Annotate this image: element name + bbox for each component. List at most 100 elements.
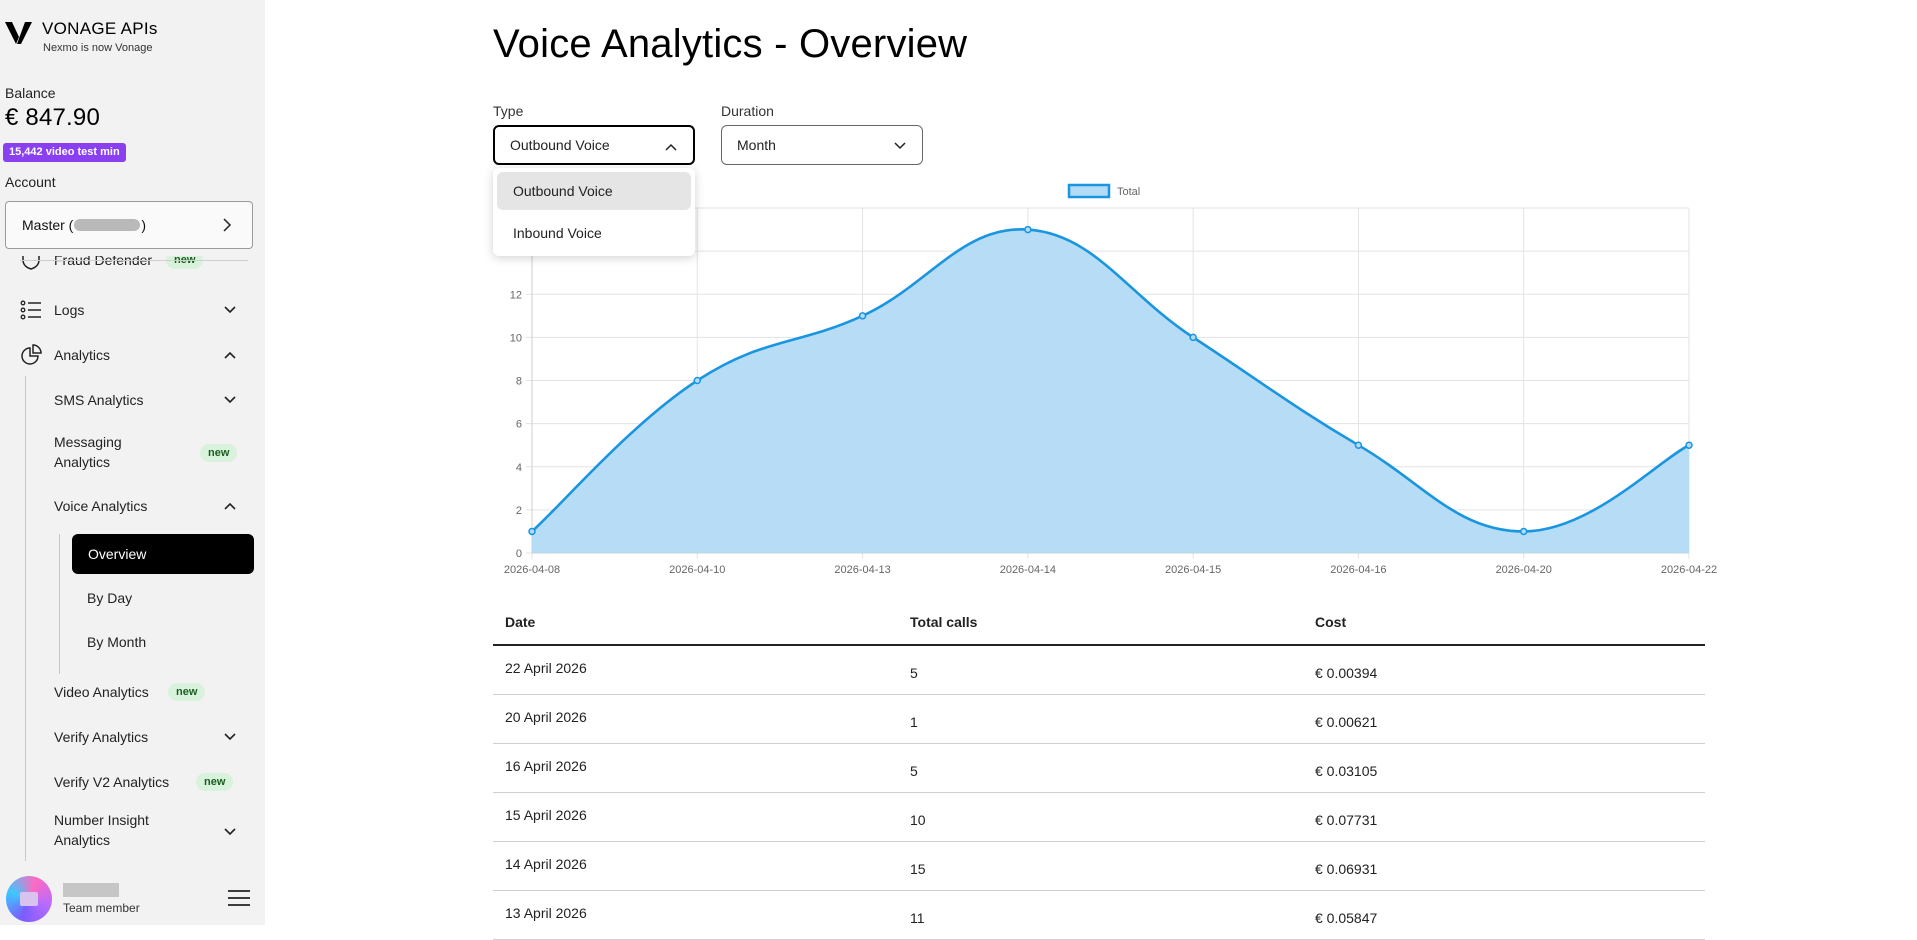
type-option-outbound-voice[interactable]: Outbound Voice	[497, 172, 691, 210]
sidebar-item-number-insight-analytics[interactable]: Number Insight Analytics	[0, 810, 250, 854]
sidebar-item-logs[interactable]: Logs	[0, 292, 250, 328]
sidebar-item-analytics[interactable]: Analytics	[0, 337, 250, 373]
cell-total-calls: 11	[910, 910, 925, 926]
chevron-down-icon	[224, 828, 236, 836]
type-dropdown-menu: Outbound Voice Inbound Voice	[493, 168, 695, 256]
data-point	[1354, 441, 1363, 449]
analytics-table: Date Total calls Cost 22 April 2026 5 € …	[493, 600, 1705, 940]
cell-cost: € 0.03105	[1315, 763, 1378, 779]
data-point	[1189, 333, 1197, 342]
sidebar-item-label: Verify V2 Analytics	[54, 774, 170, 790]
account-suffix: )	[141, 217, 147, 233]
sidebar-item-label: Messaging	[54, 434, 122, 450]
table-row: 15 April 2026 10 € 0.07731	[493, 793, 1705, 842]
sidebar-item-video-analytics[interactable]: Video Analytics new	[0, 674, 250, 710]
chevron-down-icon	[224, 306, 236, 314]
sidebar-item-overview[interactable]: Overview	[72, 534, 254, 574]
sidebar-nav[interactable]: Fraud Defender new Logs Analytics	[0, 256, 265, 861]
table-row: 22 April 2026 5 € 0.00394	[493, 646, 1705, 695]
brand[interactable]: VONAGE APIs Nexmo is now Vonage	[4, 20, 158, 54]
table-row: 13 April 2026 11 € 0.05847	[493, 891, 1705, 940]
sidebar-item-label: By Day	[87, 590, 133, 606]
account-selector[interactable]: Master ( )	[5, 201, 253, 249]
sidebar-item-label: Voice Analytics	[54, 498, 148, 514]
nav-divider	[20, 260, 248, 261]
cell-date: 16 April 2026	[505, 758, 587, 774]
account-prefix: Master (	[22, 217, 74, 233]
y-tick-label: 4	[516, 462, 522, 474]
duration-select-value: Month	[737, 137, 776, 153]
tree-line	[59, 534, 60, 674]
x-tick-label: 2026-04-20	[1496, 564, 1552, 575]
sidebar-item-sms-analytics[interactable]: SMS Analytics	[0, 382, 250, 418]
data-point	[1519, 527, 1528, 536]
vonage-logo-icon	[5, 22, 32, 44]
duration-label: Duration	[721, 103, 774, 119]
type-select[interactable]: Outbound Voice	[493, 125, 695, 165]
type-option-inbound-voice[interactable]: Inbound Voice	[513, 225, 602, 241]
y-tick-label: 6	[516, 419, 522, 431]
page-title: Voice Analytics - Overview	[493, 22, 968, 66]
y-tick-label: 12	[510, 289, 522, 301]
sidebar-item-label: Verify Analytics	[54, 729, 149, 745]
sidebar-item-fraud-defender[interactable]: Fraud Defender new	[0, 256, 250, 278]
y-tick-label: 0	[516, 548, 522, 560]
cell-total-calls: 10	[910, 812, 926, 828]
sidebar-item-verify-analytics[interactable]: Verify Analytics	[0, 719, 250, 755]
user-bar: Team member	[0, 870, 265, 925]
chevron-right-icon	[223, 218, 232, 232]
cell-date: 15 April 2026	[505, 807, 587, 823]
y-tick-label: 8	[516, 376, 522, 388]
cell-total-calls: 5	[910, 763, 918, 779]
x-tick-label: 2026-04-15	[1165, 564, 1221, 575]
data-point	[528, 527, 536, 536]
table-row: 14 April 2026 15 € 0.06931	[493, 842, 1705, 891]
user-role: Team member	[63, 901, 140, 915]
data-point	[693, 376, 702, 385]
sidebar-item-messaging-analytics[interactable]: Messaging Analytics new	[0, 432, 250, 476]
duration-select[interactable]: Month	[721, 125, 923, 165]
x-tick-label: 2026-04-16	[1330, 564, 1386, 575]
hamburger-menu-icon[interactable]	[228, 888, 250, 908]
sidebar-item-by-month[interactable]: By Month	[0, 622, 250, 662]
x-tick-label: 2026-04-22	[1661, 564, 1717, 575]
cell-date: 13 April 2026	[505, 905, 587, 921]
table-row: 16 April 2026 5 € 0.03105	[493, 744, 1705, 793]
cell-cost: € 0.06931	[1315, 861, 1378, 877]
x-tick-label: 2026-04-14	[1000, 564, 1056, 575]
sidebar-item-voice-analytics[interactable]: Voice Analytics	[0, 488, 250, 524]
table-header: Date Total calls Cost	[493, 600, 1705, 646]
cell-total-calls: 5	[910, 665, 918, 681]
cell-cost: € 0.00394	[1315, 665, 1378, 681]
avatar[interactable]	[6, 876, 52, 922]
sidebar-item-verify-v2-analytics[interactable]: Verify V2 Analytics new	[0, 764, 250, 800]
brand-subtitle: Nexmo is now Vonage	[43, 42, 153, 54]
y-tick-label: 10	[510, 332, 522, 344]
column-header-date: Date	[505, 614, 536, 630]
cell-total-calls: 1	[910, 714, 918, 730]
chevron-up-icon	[665, 143, 677, 151]
chevron-down-icon	[224, 733, 236, 741]
cell-date: 14 April 2026	[505, 856, 587, 872]
y-tick-label: 2	[516, 505, 522, 517]
tree-line	[25, 376, 26, 861]
column-header-total-calls: Total calls	[910, 614, 978, 630]
cell-date: 22 April 2026	[505, 660, 587, 676]
sidebar-item-label: Fraud Defender	[54, 256, 153, 268]
sidebar-item-label: Logs	[54, 302, 85, 318]
sidebar-item-label: Number Insight	[54, 812, 149, 828]
data-point	[858, 312, 867, 320]
data-point	[1024, 225, 1032, 234]
new-badge: new	[200, 444, 238, 462]
account-id-redacted	[74, 219, 141, 231]
sidebar-item-by-day[interactable]: By Day	[0, 578, 250, 618]
chevron-up-icon	[224, 502, 236, 510]
sidebar-item-label: Video Analytics	[54, 684, 149, 700]
new-badge: new	[166, 256, 204, 269]
legend-swatch-total	[1067, 183, 1111, 199]
balance-value: € 847.90	[5, 104, 101, 131]
balance-label: Balance	[5, 85, 56, 101]
legend-label-total: Total	[1117, 186, 1140, 198]
account-label: Account	[5, 174, 56, 190]
sidebar-item-label: Analytics	[54, 347, 111, 363]
